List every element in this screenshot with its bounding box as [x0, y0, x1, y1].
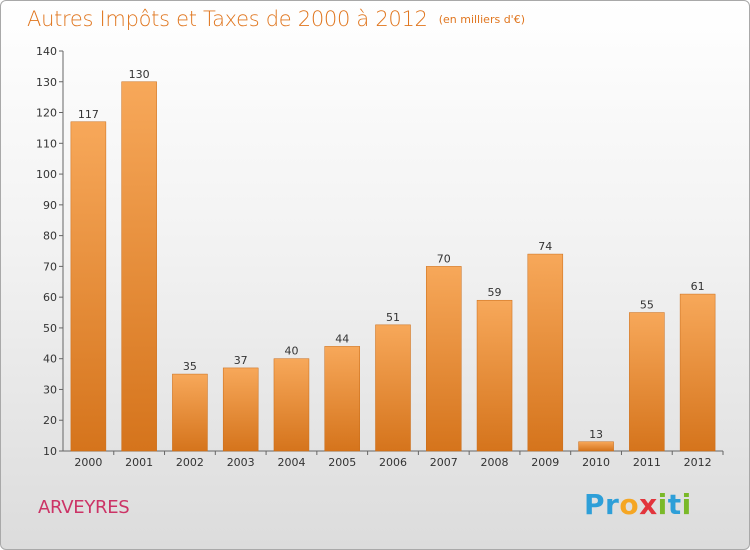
logo-letter: o [619, 488, 640, 521]
bar-value-label: 35 [183, 360, 197, 373]
logo-letter: P [584, 488, 606, 521]
bar-2006[interactable] [375, 324, 411, 452]
y-tick-label: 60 [43, 291, 57, 304]
bar-value-label: 59 [488, 286, 502, 299]
y-tick-label: 140 [36, 45, 57, 58]
bar-value-label: 61 [691, 280, 705, 293]
bars: 117 130 35 37 40 44 51 70 59 74 13 55 61 [70, 68, 716, 452]
bar-2011[interactable] [629, 312, 665, 452]
x-tick-label: 2009 [531, 456, 559, 469]
bar-2003[interactable] [222, 367, 259, 452]
bar-value-label: 44 [335, 332, 349, 345]
bar-2012[interactable] [679, 293, 716, 452]
x-tick-label: 2006 [379, 456, 407, 469]
bar-value-label: 37 [234, 354, 248, 367]
x-tick-label: 2012 [684, 456, 712, 469]
bar-value-label: 13 [589, 428, 603, 441]
x-tick-label: 2000 [74, 456, 102, 469]
y-tick-label: 130 [36, 76, 57, 89]
bar-2002[interactable] [172, 373, 208, 452]
logo-letter: i [681, 488, 692, 521]
axes: 10 20 30 40 50 60 70 80 90 100 110 120 130 140 2000 200… [36, 45, 724, 469]
y-tick-label: 80 [43, 230, 57, 243]
y-tick-label: 120 [36, 107, 57, 120]
x-tick-label: 2001 [125, 456, 153, 469]
y-tick-label: 70 [43, 260, 57, 273]
y-tick-label: 50 [43, 322, 57, 335]
location-label: ARVEYRES [38, 497, 130, 518]
bar-2005[interactable] [324, 346, 360, 452]
bar-value-label: 55 [640, 299, 654, 312]
y-tick-label: 30 [43, 383, 57, 396]
bar-value-label: 40 [284, 345, 298, 358]
y-tick-label: 20 [43, 414, 57, 427]
y-tick-label: 100 [36, 168, 57, 181]
bar-2000[interactable] [70, 121, 107, 452]
bar-2001[interactable] [121, 81, 157, 452]
x-tick-label: 2002 [176, 456, 204, 469]
logo-letter: x [639, 488, 658, 521]
x-tick-label: 2004 [277, 456, 305, 469]
bar-2008[interactable] [476, 299, 513, 452]
x-tick-label: 2010 [582, 456, 610, 469]
y-tick-label: 110 [36, 137, 57, 150]
logo-letter: i [657, 488, 668, 521]
bar-2010[interactable] [578, 441, 614, 452]
bar-value-label: 74 [538, 240, 552, 253]
bar-value-label: 70 [437, 252, 451, 265]
title-row: Autres Impôts et Taxes de 2000 à 2012 (e… [27, 7, 525, 31]
logo-letter: t [667, 488, 682, 521]
bar-value-label: 117 [78, 108, 99, 121]
y-tick-label: 90 [43, 199, 57, 212]
chart-subtitle: (en milliers d'€) [438, 13, 525, 26]
bar-value-label: 51 [386, 311, 400, 324]
proxiti-logo[interactable]: Proxiti [584, 488, 692, 521]
bar-2007[interactable] [426, 266, 462, 452]
bar-value-label: 130 [129, 68, 150, 81]
bar-2004[interactable] [273, 358, 310, 452]
x-tick-label: 2008 [481, 456, 509, 469]
logo-letter: r [605, 488, 620, 521]
y-tick-label: 10 [43, 445, 57, 458]
x-tick-label: 2007 [430, 456, 458, 469]
x-tick-label: 2003 [227, 456, 255, 469]
x-tick-label: 2011 [633, 456, 661, 469]
bar-2009[interactable] [527, 253, 564, 452]
y-tick-label: 40 [43, 353, 57, 366]
chart-title: Autres Impôts et Taxes de 2000 à 2012 [27, 7, 428, 31]
x-tick-label: 2005 [328, 456, 356, 469]
